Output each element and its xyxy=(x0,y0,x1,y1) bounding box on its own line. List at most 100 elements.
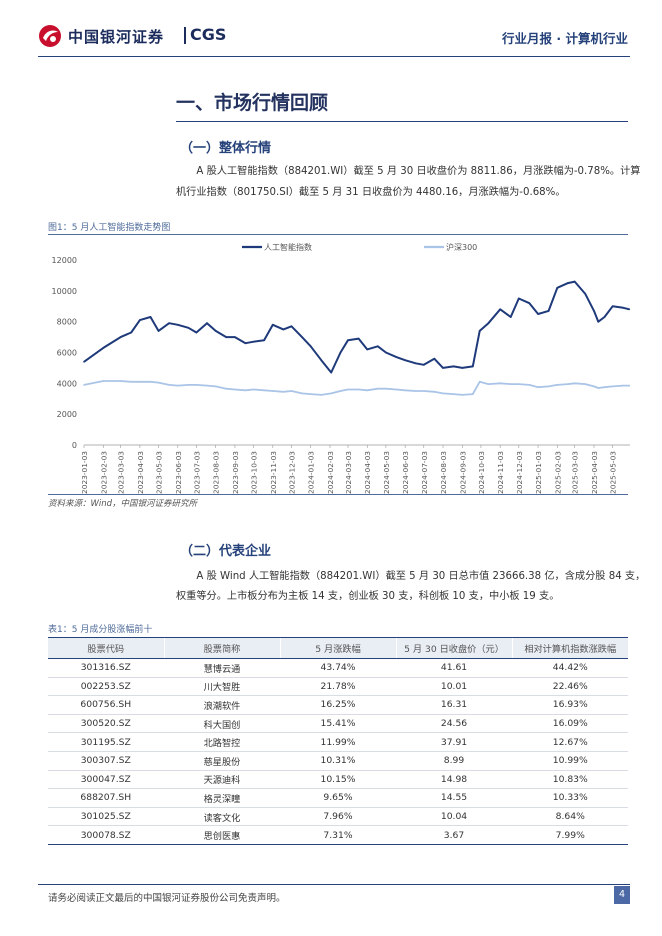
data-point xyxy=(320,359,323,361)
data-point xyxy=(187,327,190,329)
data-point xyxy=(102,347,105,349)
table-row: 688207.SH 格灵深瞳 9.65% 14.55 10.33% xyxy=(48,788,628,808)
cell-monthly-change: 15.41% xyxy=(279,714,396,734)
data-point xyxy=(83,361,85,363)
column-header-name: 股票简称 xyxy=(163,637,280,659)
paragraph-companies-line2: 权重等分。上市板分布为主板 14 支，创业板 30 支，科创板 10 支，中小板… xyxy=(176,591,560,602)
cell-relative-change: 10.99% xyxy=(511,751,628,771)
y-tick-label: 12000 xyxy=(52,256,77,265)
cell-code: 688207.SH xyxy=(48,788,164,808)
cell-code: 301316.SZ xyxy=(48,658,164,678)
data-point xyxy=(330,371,333,374)
cell-monthly-change: 21.78% xyxy=(279,677,396,697)
logo-icon xyxy=(39,25,61,47)
data-point xyxy=(177,324,179,326)
x-tick-label: 2023-05-03 xyxy=(155,451,164,494)
data-point xyxy=(214,330,217,332)
data-point xyxy=(206,322,208,324)
data-point xyxy=(168,384,170,386)
cell-close-price: 14.98 xyxy=(395,770,512,790)
data-point xyxy=(414,362,417,365)
table-body: 301316.SZ 慧博云通 43.74% 41.61 44.42% 002253.SZ 川… xyxy=(48,658,628,845)
cell-monthly-change: 16.25% xyxy=(279,695,396,715)
data-point xyxy=(149,381,152,383)
table-row: 002253.SZ 川大智胜 21.78% 10.01 22.46% xyxy=(48,677,628,697)
table-row: 300078.SZ 思创医惠 7.31% 3.67 7.99% xyxy=(48,825,628,845)
cell-code: 301025.SZ xyxy=(48,807,164,827)
data-point xyxy=(404,389,406,392)
data-point xyxy=(622,384,624,387)
data-point xyxy=(611,305,614,308)
data-point xyxy=(225,336,227,338)
data-point xyxy=(622,307,624,309)
data-point xyxy=(290,325,293,328)
data-point xyxy=(282,391,285,393)
data-point xyxy=(272,390,274,392)
cell-close-price: 41.61 xyxy=(395,658,512,678)
data-point xyxy=(234,336,236,338)
cell-code: 300520.SZ xyxy=(48,714,164,734)
data-point xyxy=(452,365,455,368)
data-point xyxy=(244,342,247,344)
x-tick-label: 2024-11-03 xyxy=(496,451,505,494)
table-row: 300520.SZ 科大国创 15.41% 24.56 16.09% xyxy=(48,714,628,734)
data-point xyxy=(290,390,293,392)
data-point xyxy=(252,340,255,343)
cell-name: 慧博云通 xyxy=(163,658,280,678)
data-point xyxy=(509,316,512,318)
data-point xyxy=(377,387,379,390)
data-point xyxy=(244,389,247,392)
subsection-title-overall: （一）整体行情 xyxy=(180,141,272,156)
x-tick-label: 2023-10-03 xyxy=(250,451,259,494)
cell-monthly-change: 10.15% xyxy=(279,770,396,790)
cell-relative-change: 12.67% xyxy=(511,732,628,752)
cell-monthly-change: 7.31% xyxy=(279,825,396,845)
data-point xyxy=(309,393,312,395)
data-point xyxy=(499,308,502,311)
x-tick-label: 2023-12-03 xyxy=(287,451,296,494)
cell-name: 慈星股份 xyxy=(163,751,280,771)
data-point xyxy=(556,384,559,386)
paragraph-companies-line1: A 股 Wind 人工智能指数（884201.WI）截至 5 月 30 日总市值… xyxy=(196,571,646,582)
column-header-monthly-change: 5 月涨跌幅 xyxy=(279,637,396,659)
section-title: 一、市场行情回顾 xyxy=(176,92,329,114)
cell-relative-change: 10.33% xyxy=(511,788,628,808)
column-header-close-price: 5 月 30 日收盘价（元） xyxy=(395,637,512,659)
cell-code: 300307.SZ xyxy=(48,751,164,771)
x-tick-label: 2025-02-03 xyxy=(553,451,562,494)
data-point xyxy=(528,384,531,386)
y-tick-label: 6000 xyxy=(57,349,77,358)
y-tick-label: 2000 xyxy=(57,410,77,419)
cell-close-price: 37.91 xyxy=(395,732,512,752)
table-row: 600756.SH 浪潮软件 16.25% 16.31 16.93% xyxy=(48,695,628,715)
x-tick-label: 2025-05-03 xyxy=(609,451,618,494)
cell-name: 川大智胜 xyxy=(163,677,280,697)
x-tick-label: 2023-08-03 xyxy=(212,451,221,494)
data-point xyxy=(478,330,481,332)
data-point xyxy=(556,287,559,289)
paragraph-overall-line2: 机行业指数（801750.SI）截至 5 月 31 日收盘价为 4480.16，… xyxy=(176,187,566,198)
top-gainers-table: 股票代码 股票简称 5 月涨跌幅 5 月 30 日收盘价（元） 相对计算机指数涨… xyxy=(48,637,628,845)
data-point xyxy=(628,384,630,387)
cell-code: 300047.SZ xyxy=(48,770,164,790)
legend-label: 沪深300 xyxy=(446,242,477,252)
x-tick-label: 2023-11-03 xyxy=(269,451,278,494)
data-point xyxy=(597,387,600,389)
data-point xyxy=(102,380,105,382)
data-point xyxy=(593,310,595,312)
x-tick-label: 2025-01-03 xyxy=(534,451,543,494)
x-axis: 2023-01-03 2023-02-03 2023-03-03 2023-04-03… xyxy=(80,444,630,494)
cell-name: 思创医惠 xyxy=(163,825,280,845)
data-point xyxy=(423,364,425,366)
data-point xyxy=(567,282,569,284)
cell-relative-change: 44.42% xyxy=(511,658,628,678)
cell-monthly-change: 9.65% xyxy=(279,788,396,808)
y-tick-label: 0 xyxy=(72,441,77,450)
data-point xyxy=(547,385,550,388)
x-tick-label: 2024-05-03 xyxy=(382,451,391,494)
cell-relative-change: 10.83% xyxy=(511,770,628,790)
data-point xyxy=(518,297,520,300)
brand-name-en: CGS xyxy=(190,25,227,44)
x-tick-label: 2023-09-03 xyxy=(231,451,240,494)
data-point xyxy=(339,351,342,354)
